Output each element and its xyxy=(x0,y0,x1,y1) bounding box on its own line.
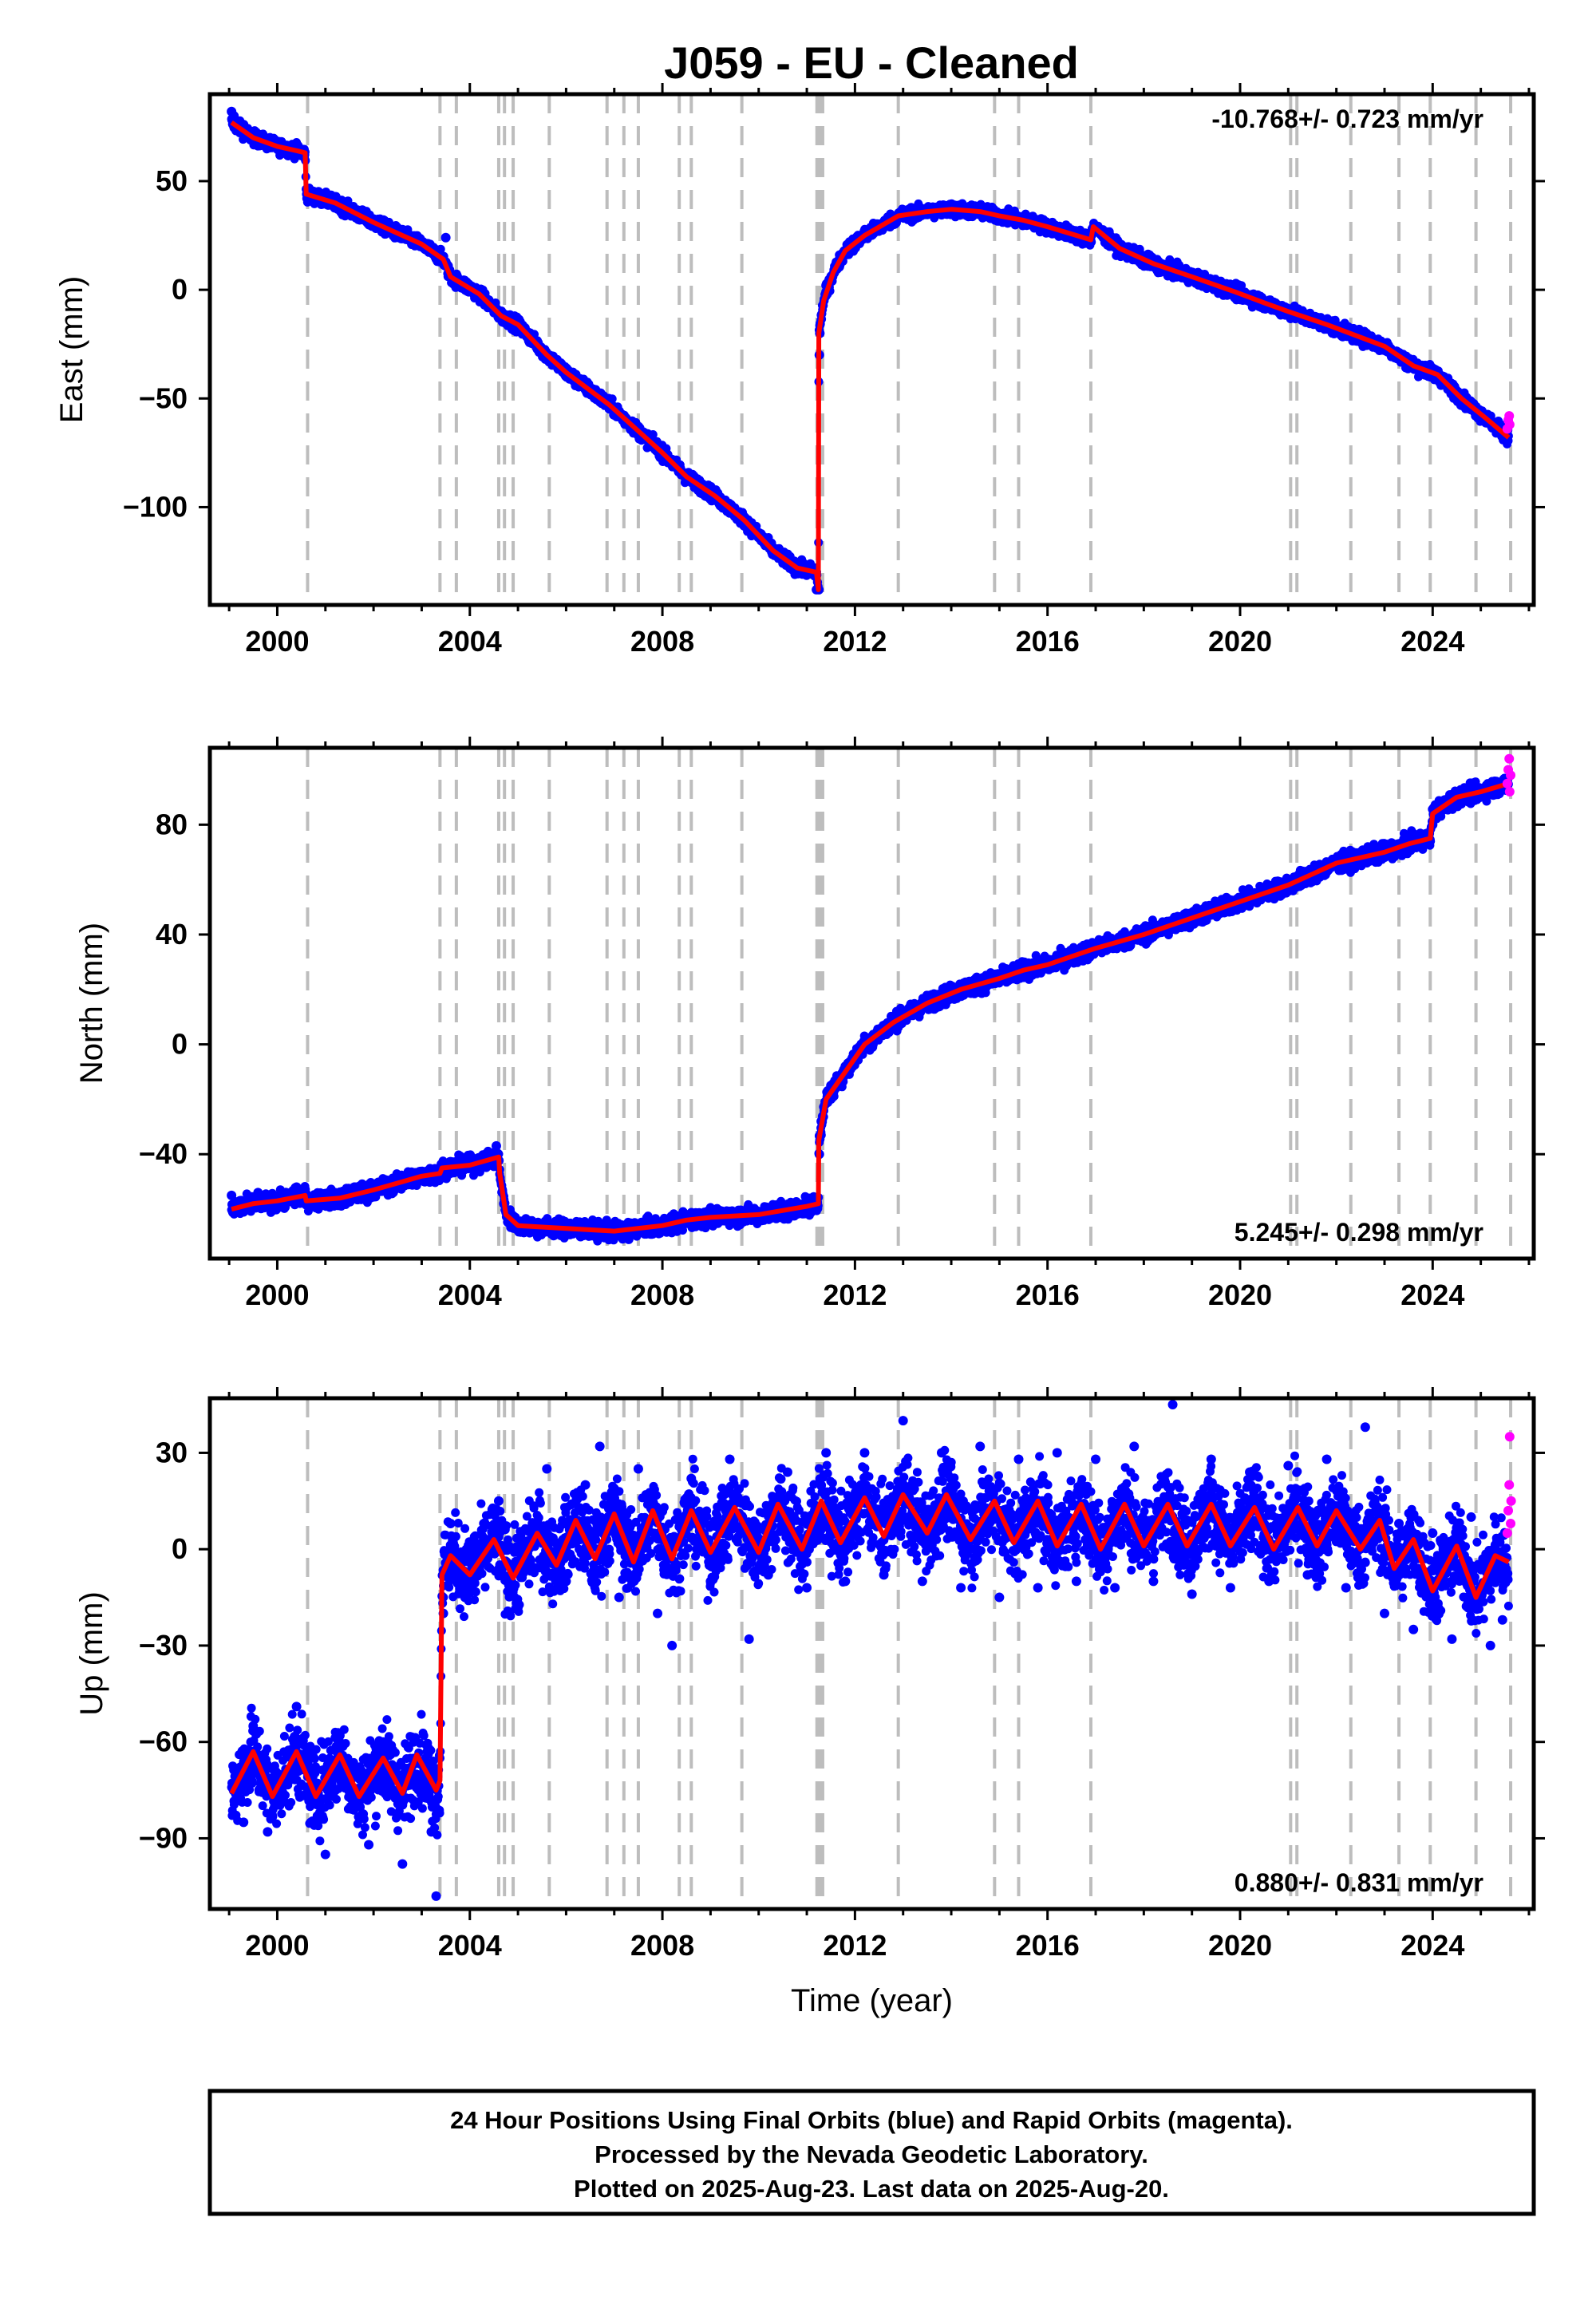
x-tick-label: 2012 xyxy=(823,625,887,658)
x-tick-label: 2004 xyxy=(438,625,502,658)
x-tick-label: 2008 xyxy=(630,625,694,658)
y-tick-label: −50 xyxy=(139,381,188,414)
y-tick-label: 50 xyxy=(156,164,188,197)
y-tick-label: −100 xyxy=(123,490,188,523)
x-tick-label: 2020 xyxy=(1208,625,1272,658)
rapid-orbit-point xyxy=(1504,411,1514,421)
x-tick-label: 2024 xyxy=(1400,625,1464,658)
x-tick-label: 2000 xyxy=(245,625,309,658)
y-axis-label: East (mm) xyxy=(54,276,89,423)
final-orbit-point xyxy=(229,111,239,121)
velocity-label: -10.768+/- 0.723 mm/yr xyxy=(1211,105,1483,133)
chart-title: J059 - EU - Cleaned xyxy=(664,38,1079,88)
x-tick-label: 2016 xyxy=(1016,625,1080,658)
y-tick-label: 0 xyxy=(172,273,188,306)
rapid-orbit-point xyxy=(1505,420,1515,429)
final-orbit-point xyxy=(441,233,451,243)
